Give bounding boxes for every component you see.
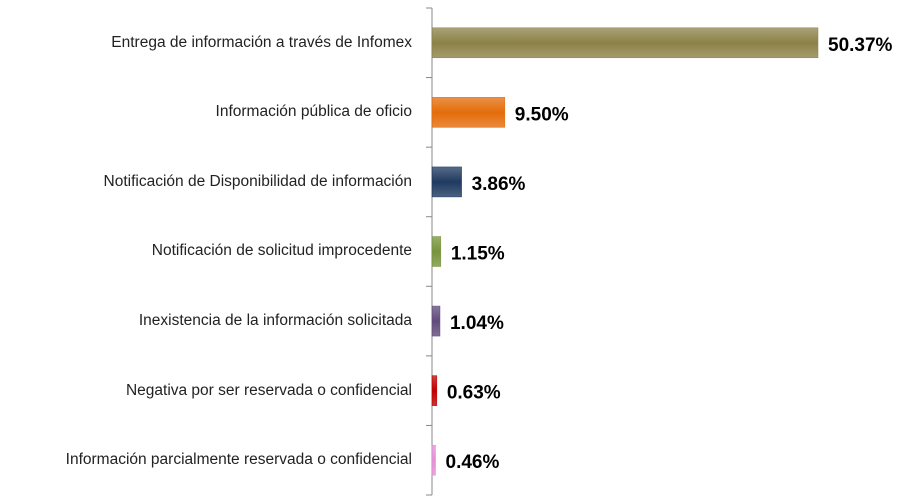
category-text: Información pública de oficio [215,103,412,121]
value-label: 0.63% [447,383,501,404]
bar [431,27,819,59]
bar [431,305,441,337]
bar [431,166,462,198]
value-label: 50.37% [828,35,893,56]
category-label: Negativa por ser reservada o confidencia… [0,356,412,426]
category-label: Información parcialmente reservada o con… [0,425,412,495]
category-label: Inexistencia de la información solicitad… [0,286,412,356]
category-label: Notificación de solicitud improcedente [0,217,412,287]
value-label: 3.86% [472,174,526,195]
category-text: Notificación de solicitud improcedente [151,242,412,260]
bar [431,444,436,476]
bar [431,375,438,406]
category-label: Notificación de Disponibilidad de inform… [0,147,412,217]
bar [431,97,506,128]
category-text: Entrega de información a través de Infom… [111,33,412,51]
value-label: 9.50% [515,104,569,125]
category-label: Entrega de información a través de Infom… [0,8,412,78]
category-text: Información parcialmente reservada o con… [65,451,412,469]
bar [431,236,442,267]
value-label: 1.04% [450,313,504,334]
category-text: Inexistencia de la información solicitad… [138,312,412,330]
category-label: Información pública de oficio [0,78,412,148]
value-label: 0.46% [446,452,500,473]
value-label: 1.15% [451,244,505,265]
category-text: Negativa por ser reservada o confidencia… [125,381,412,399]
category-text: Notificación de Disponibilidad de inform… [103,172,412,190]
